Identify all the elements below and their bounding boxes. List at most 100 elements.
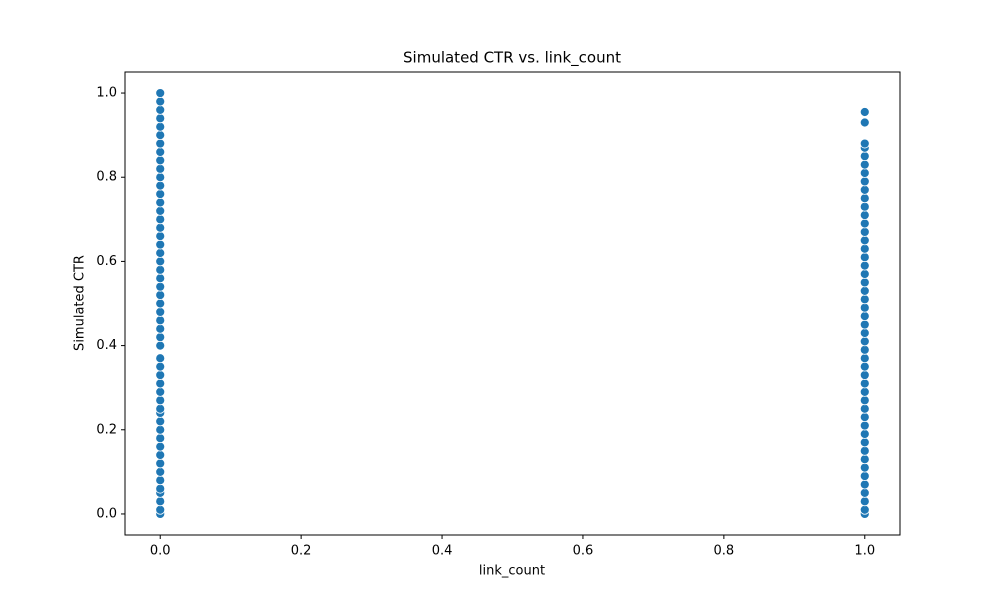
y-tick-label: 0.6 [96, 254, 117, 269]
y-tick-label: 0.8 [96, 170, 117, 185]
point [859, 336, 870, 347]
point [859, 445, 870, 456]
point [155, 450, 166, 460]
point [155, 424, 166, 435]
point [859, 429, 870, 439]
point [859, 210, 870, 221]
point [155, 189, 166, 199]
plot-frame [124, 71, 901, 536]
point [859, 184, 870, 195]
point [155, 113, 166, 124]
point [155, 496, 166, 507]
point [155, 163, 166, 174]
point [859, 437, 870, 448]
point [859, 107, 870, 117]
point [859, 252, 870, 263]
point [155, 96, 166, 107]
point [155, 298, 166, 309]
point [155, 273, 166, 284]
point [155, 441, 166, 452]
point [155, 231, 166, 242]
point [155, 197, 166, 208]
point [859, 496, 870, 507]
point [859, 403, 870, 414]
x-tick-label: 0.0 [150, 544, 171, 559]
x-tick-label: 1.0 [854, 544, 875, 559]
point [859, 311, 870, 322]
y-tick-label: 0.2 [96, 422, 117, 437]
point [155, 307, 166, 317]
point [859, 168, 870, 178]
point [155, 214, 166, 225]
point [859, 344, 870, 355]
point [155, 353, 166, 364]
point [859, 479, 870, 490]
point [155, 172, 166, 183]
point [859, 159, 870, 170]
point [155, 121, 166, 132]
point [155, 403, 166, 414]
point [859, 218, 870, 229]
point [155, 88, 166, 98]
point [155, 416, 166, 427]
point [859, 504, 870, 515]
x-tick-label: 0.6 [573, 544, 594, 559]
point [859, 277, 870, 288]
point [155, 475, 166, 486]
point [859, 370, 870, 380]
point [155, 458, 166, 469]
y-tick-label: 0.0 [96, 506, 117, 521]
point [155, 147, 166, 157]
point [859, 260, 870, 271]
chart-title: Simulated CTR vs. link_count [403, 49, 621, 68]
point [155, 222, 166, 233]
point [155, 248, 166, 258]
point [859, 386, 870, 397]
point [155, 504, 166, 515]
point [155, 155, 166, 166]
point [155, 370, 166, 380]
point [155, 315, 166, 326]
point [859, 462, 870, 473]
point [859, 328, 870, 338]
point [859, 269, 870, 279]
point [155, 281, 166, 292]
x-tick-label: 0.8 [714, 544, 735, 559]
point [155, 205, 166, 216]
point [859, 471, 870, 481]
point [859, 395, 870, 406]
point [859, 319, 870, 330]
point [155, 332, 166, 343]
point [155, 433, 166, 444]
point [155, 180, 166, 191]
point [155, 239, 166, 250]
point [155, 395, 166, 406]
y-tick-label: 0.4 [96, 338, 117, 353]
x-axis-label: link_count [479, 564, 545, 579]
point [859, 138, 870, 149]
point [859, 378, 870, 389]
point [859, 176, 870, 187]
point [155, 264, 166, 275]
y-axis-label: Simulated CTR [73, 255, 88, 351]
y-tick-label: 1.0 [96, 86, 117, 101]
point [859, 151, 870, 162]
point [859, 117, 870, 128]
point [859, 420, 870, 431]
point [859, 193, 870, 204]
point [155, 386, 166, 397]
point [859, 454, 870, 465]
point [859, 235, 870, 246]
point [155, 378, 166, 389]
point [155, 483, 166, 494]
point [859, 294, 870, 305]
x-tick-label: 0.2 [291, 544, 312, 559]
x-tick-label: 0.4 [432, 544, 453, 559]
point [859, 243, 870, 254]
point [859, 201, 870, 212]
point [859, 361, 870, 372]
point [155, 323, 166, 334]
point [155, 340, 166, 351]
point [155, 104, 166, 115]
